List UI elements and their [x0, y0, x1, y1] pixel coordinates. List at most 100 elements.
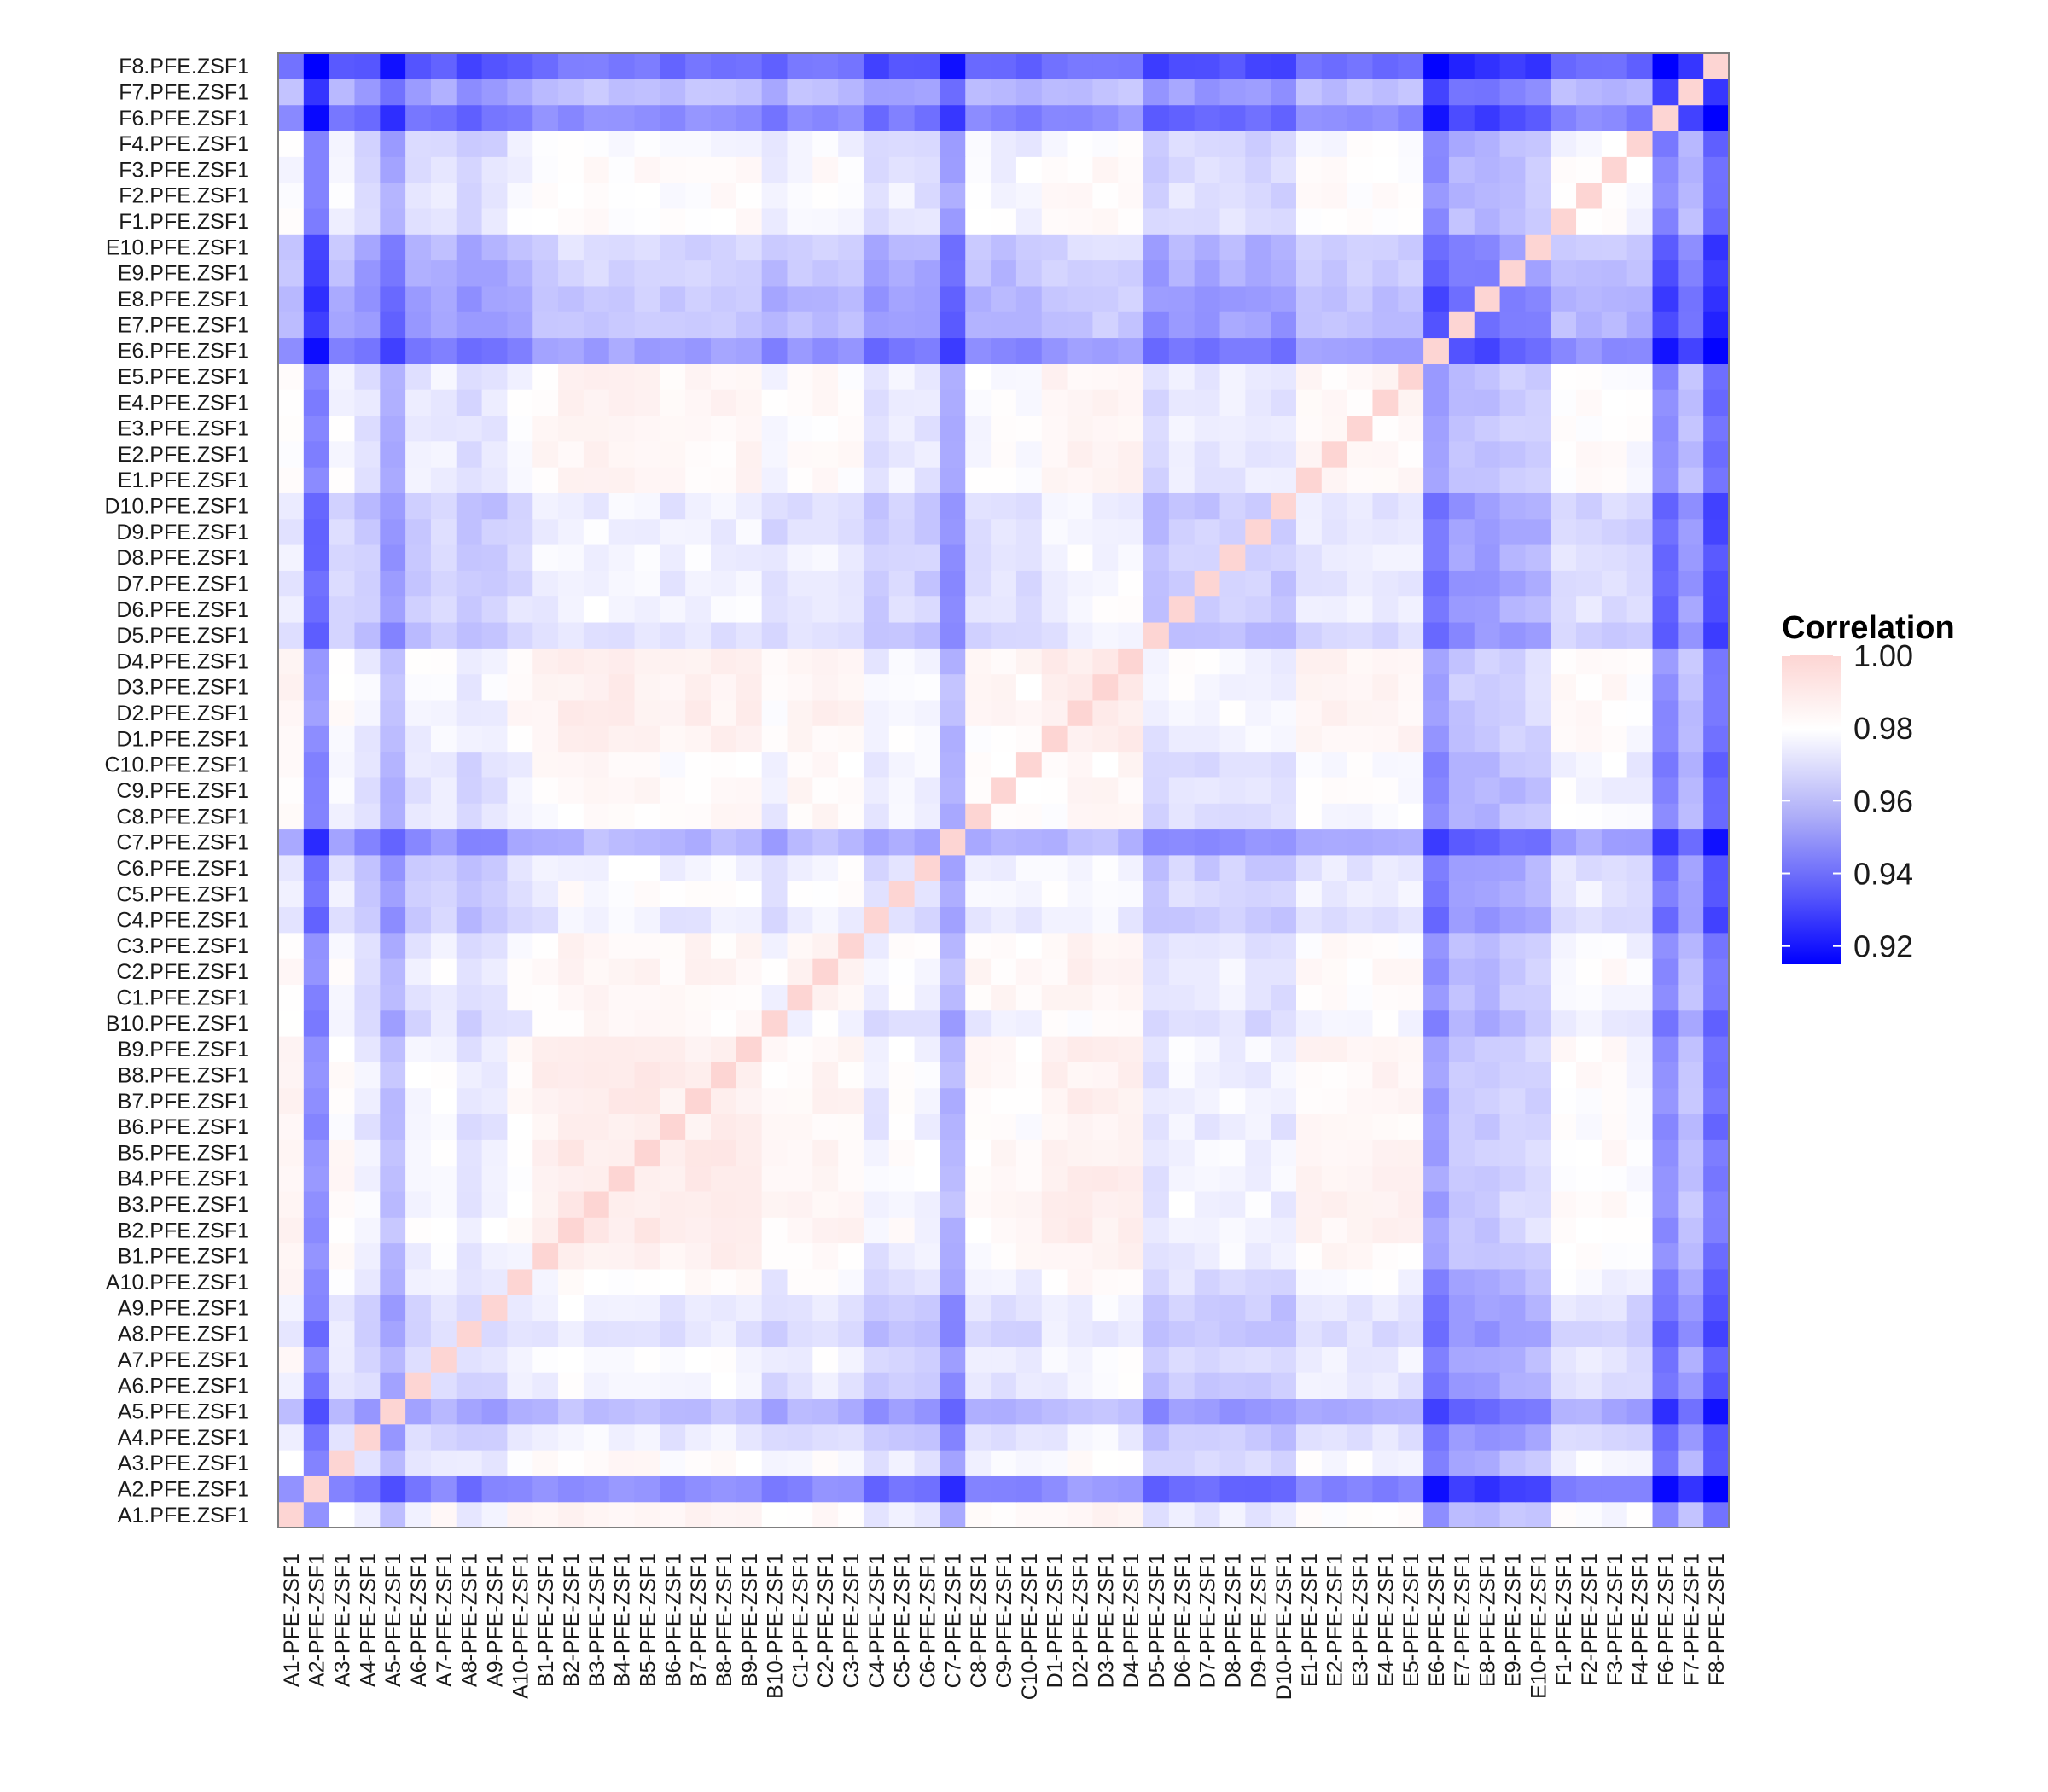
- heatmap-cell: [863, 777, 890, 804]
- heatmap-cell: [1194, 53, 1221, 79]
- heatmap-cell: [1168, 1062, 1196, 1089]
- heatmap-cell: [1551, 1242, 1577, 1270]
- heatmap-cell: [1601, 1113, 1628, 1140]
- heatmap-cell: [354, 725, 381, 753]
- heatmap-cell: [380, 1320, 406, 1347]
- heatmap-cell: [481, 621, 509, 649]
- heatmap-cell: [1219, 1009, 1246, 1037]
- heatmap-cell: [380, 1398, 406, 1425]
- heatmap-cell: [303, 79, 330, 106]
- heatmap-cell: [761, 932, 788, 959]
- heatmap-cell: [1372, 1087, 1399, 1114]
- heatmap-cell: [507, 182, 533, 209]
- heatmap-cell: [456, 337, 483, 364]
- heatmap-cell: [1703, 673, 1730, 701]
- heatmap-cell: [812, 53, 839, 79]
- heatmap-cell: [583, 906, 610, 934]
- heatmap-cell: [1448, 984, 1475, 1011]
- heatmap-cell: [888, 984, 916, 1011]
- heatmap-cell: [736, 984, 763, 1011]
- heatmap-cell: [787, 751, 813, 778]
- heatmap-cell: [838, 621, 864, 649]
- heatmap-cell: [1219, 518, 1246, 545]
- heatmap-cell: [736, 440, 763, 468]
- heatmap-cell: [1626, 1242, 1654, 1270]
- heatmap-cell: [1398, 1087, 1424, 1114]
- heatmap-cell: [1041, 1398, 1068, 1425]
- heatmap-cell: [1703, 207, 1730, 235]
- heatmap-cell: [888, 440, 916, 468]
- heatmap-cell: [1347, 467, 1374, 493]
- heatmap-cell: [532, 363, 559, 390]
- heatmap-cell: [1118, 699, 1144, 726]
- heatmap-cell: [1398, 881, 1424, 908]
- heatmap-cell: [1551, 1139, 1577, 1167]
- heatmap-cell: [405, 1423, 432, 1451]
- heatmap-cell: [430, 467, 457, 493]
- heatmap-cell: [1678, 881, 1704, 908]
- heatmap-cell: [1271, 285, 1297, 312]
- heatmap-cell: [1576, 621, 1603, 649]
- heatmap-cell: [685, 1165, 712, 1192]
- heatmap-cell: [1347, 1346, 1374, 1373]
- heatmap-cell: [787, 1062, 813, 1089]
- heatmap-cell: [507, 492, 533, 520]
- x-tick-label: A6-PFE-ZSF1: [407, 1553, 431, 1687]
- heatmap-cell: [507, 207, 533, 235]
- heatmap-cell: [1219, 363, 1246, 390]
- heatmap-cell: [1219, 1113, 1246, 1140]
- heatmap-cell: [1474, 1087, 1501, 1114]
- heatmap-cell: [787, 182, 813, 209]
- heatmap-cell: [608, 234, 636, 261]
- heatmap-cell: [1067, 440, 1093, 468]
- heatmap-cell: [481, 958, 509, 985]
- heatmap-cell: [1041, 1423, 1068, 1451]
- heatmap-cell: [812, 854, 839, 881]
- heatmap-cell: [634, 1450, 660, 1476]
- heatmap-cell: [481, 984, 509, 1011]
- heatmap-cell: [1551, 1475, 1577, 1503]
- heatmap-cell: [1499, 311, 1526, 339]
- heatmap-cell: [354, 932, 381, 959]
- heatmap-cell: [1245, 311, 1271, 339]
- heatmap-cell: [1219, 803, 1246, 830]
- heatmap-cell: [1448, 234, 1475, 261]
- heatmap-cell: [1525, 1062, 1551, 1089]
- heatmap-cell: [456, 1036, 483, 1062]
- heatmap-cell: [1168, 958, 1196, 985]
- heatmap-cell: [1295, 544, 1323, 571]
- heatmap-cell: [812, 725, 839, 753]
- heatmap-cell: [380, 881, 406, 908]
- heatmap-cell: [965, 1372, 992, 1399]
- heatmap-cell: [1219, 285, 1246, 312]
- heatmap-cell: [1168, 130, 1196, 157]
- heatmap-cell: [1143, 53, 1170, 79]
- heatmap-cell: [329, 440, 356, 468]
- heatmap-cell: [1321, 130, 1348, 157]
- heatmap-cell: [1118, 104, 1144, 131]
- y-tick-label: A1.PFE.ZSF1: [118, 1504, 249, 1527]
- heatmap-cell: [1194, 311, 1221, 339]
- heatmap-cell: [787, 1346, 813, 1373]
- heatmap-cell: [863, 1346, 890, 1373]
- heatmap-cell: [1499, 1423, 1526, 1451]
- heatmap-cell: [1372, 415, 1399, 442]
- heatmap-cell: [1295, 130, 1323, 157]
- heatmap-cell: [736, 777, 763, 804]
- heatmap-cell: [354, 1062, 381, 1089]
- heatmap-cell: [1703, 53, 1730, 79]
- heatmap-cell: [532, 285, 559, 312]
- heatmap-cell: [1143, 104, 1170, 131]
- heatmap-cell: [965, 648, 992, 675]
- heatmap-cell: [558, 596, 585, 623]
- heatmap-cell: [660, 751, 686, 778]
- heatmap-cell: [1576, 1165, 1603, 1192]
- heatmap-cell: [1194, 285, 1221, 312]
- heatmap-cell: [761, 285, 788, 312]
- heatmap-cell: [1576, 1398, 1603, 1425]
- heatmap-cell: [507, 363, 533, 390]
- heatmap-cell: [1398, 389, 1424, 416]
- heatmap-cell: [1372, 1268, 1399, 1295]
- heatmap-cell: [965, 1009, 992, 1037]
- heatmap-cell: [1525, 1501, 1551, 1528]
